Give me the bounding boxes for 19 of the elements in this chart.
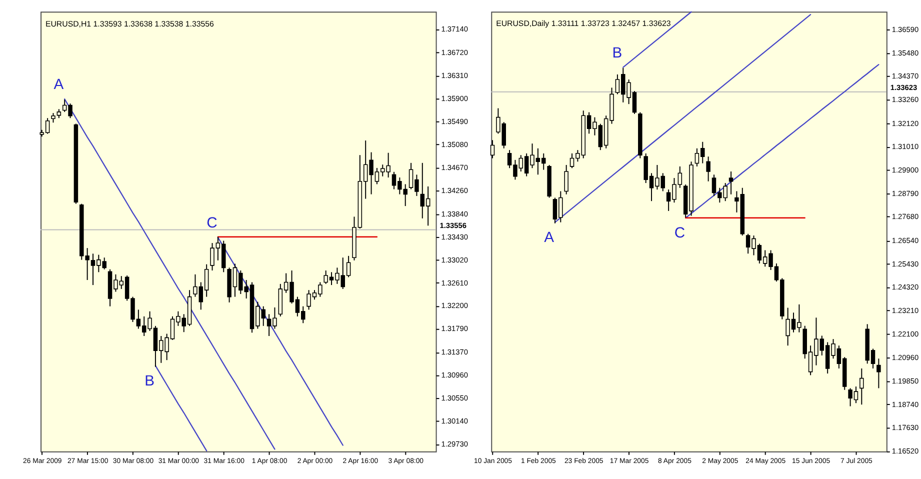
candlestick [860, 368, 864, 406]
text: EURUSD,H1 1.33593 1.33638 1.33538 1.33556 [45, 19, 215, 28]
candlestick [728, 170, 734, 195]
text: EURUSD,Daily 1.33111 1.33723 1.32457 1.33623 [496, 19, 672, 28]
candlestick [51, 112, 56, 124]
line-series [154, 365, 208, 452]
line-series [554, 14, 812, 223]
candlestick [706, 156, 710, 182]
annotation: C [206, 216, 218, 232]
annotation: A [54, 77, 64, 94]
candlestick [876, 358, 881, 389]
line-series [64, 98, 276, 450]
line-series [217, 236, 344, 446]
candlestick [564, 164, 568, 195]
annotation: B [612, 45, 622, 62]
line-series [685, 64, 880, 218]
annotation: A [544, 230, 554, 246]
annotation: C [674, 226, 686, 242]
annotation: B [144, 373, 155, 390]
